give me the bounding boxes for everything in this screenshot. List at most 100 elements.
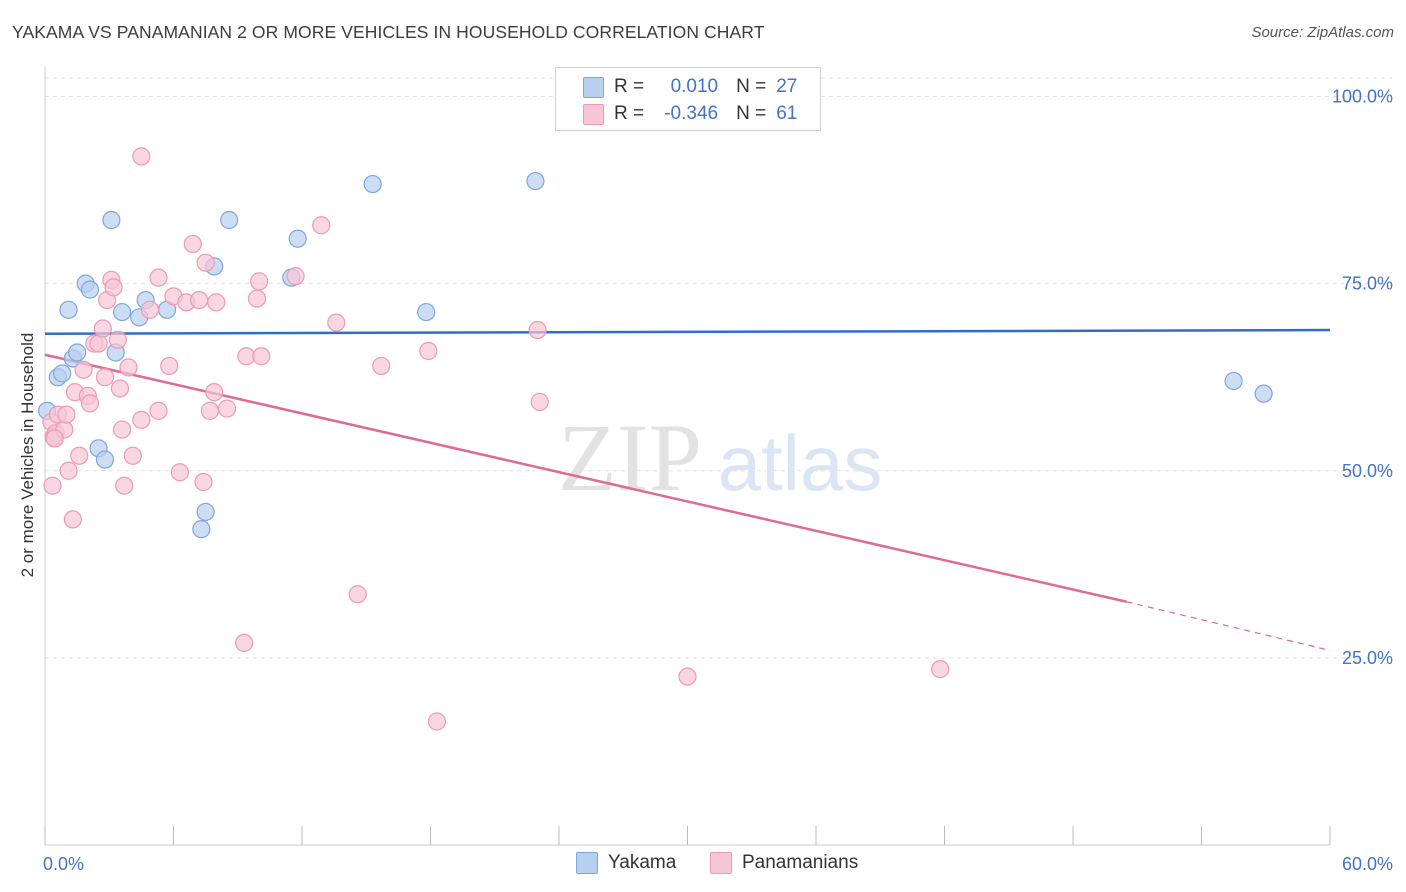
yakama-point <box>417 302 436 322</box>
panamanian-point <box>63 510 82 529</box>
panamanian-point <box>372 356 391 376</box>
panamanian-point <box>108 330 127 349</box>
bottom-legend-label-panamanians: Panamanians <box>742 852 859 873</box>
yakama-point <box>112 302 132 322</box>
legend-row-panamanians: R = -0.346 N = 61 <box>614 101 797 127</box>
panamanian-point <box>207 293 226 312</box>
panamanian-point <box>149 268 168 287</box>
yakama-point <box>196 502 215 522</box>
bottom-legend-yakama: Yakama <box>576 852 676 874</box>
panamanian-point <box>115 476 134 495</box>
chart-title: YAKAMA VS PANAMANIAN 2 OR MORE VEHICLES … <box>12 22 765 42</box>
legend-r-label: R = <box>614 103 645 124</box>
panamanian-point <box>250 272 269 291</box>
panamanian-point <box>194 472 213 492</box>
x-tick-label: 60.0% <box>1342 854 1393 874</box>
legend-n-value: 27 <box>776 76 798 97</box>
yakama-point <box>95 450 115 469</box>
watermark: ZIP atlas <box>558 404 882 511</box>
panamanian-point <box>149 401 168 420</box>
panamanian-point <box>678 667 697 686</box>
panamanian-point <box>205 383 224 402</box>
x-tick-label: 0.0% <box>43 854 84 874</box>
legend-n-value: 61 <box>776 103 798 124</box>
grid-lines <box>45 77 1392 659</box>
panamanian-point <box>119 358 138 377</box>
watermark-zip: ZIP <box>558 404 702 511</box>
legend-n-label: N = <box>736 103 767 124</box>
panamanian-point <box>419 341 438 361</box>
panamanian-trend-line <box>44 353 1127 603</box>
panamanian-point <box>252 347 271 366</box>
panamanian-point <box>217 399 237 418</box>
panamanian-point <box>528 320 547 340</box>
panamanian-point <box>235 633 254 653</box>
trend-lines <box>44 328 1331 651</box>
yakama-point <box>526 171 545 191</box>
bottom-legend-swatch-panamanians <box>710 852 732 874</box>
panamanian-point <box>427 712 447 731</box>
panamanian-point <box>160 356 179 376</box>
panamanian-point <box>132 410 151 429</box>
panamanian-point <box>183 234 202 254</box>
legend-r-value: -0.346 <box>664 103 719 124</box>
yakama-point <box>102 210 121 230</box>
legend-swatch-panamanians <box>583 104 604 125</box>
yakama-point <box>220 210 239 230</box>
panamanian-point <box>80 394 100 413</box>
panamanian-point <box>43 476 62 495</box>
correlation-legend: R = 0.010 N = 27 R = -0.346 N = 61 <box>555 67 821 131</box>
legend-swatch-yakama <box>583 77 604 98</box>
axes <box>44 67 1331 846</box>
y-tick-label: 25.0% <box>1342 648 1393 668</box>
legend-r-value: 0.010 <box>670 76 719 97</box>
y-tick-label: 50.0% <box>1342 461 1393 481</box>
tick-labels: 25.0% 50.0% 75.0% 100.0% 0.0% 60.0% <box>43 87 1393 875</box>
data-points <box>38 147 1273 731</box>
legend-r-label: R = <box>614 76 645 97</box>
panamanian-point <box>104 278 123 297</box>
panamanian-point <box>530 392 549 411</box>
yakama-point <box>288 229 307 248</box>
bottom-legend-panamanians: Panamanians <box>710 852 858 874</box>
panamanian-point <box>59 461 78 480</box>
panamanian-point <box>89 334 108 353</box>
panamanian-point <box>348 585 367 604</box>
panamanian-point <box>140 300 160 319</box>
panamanian-point <box>200 401 220 420</box>
panamanian-point <box>170 463 190 482</box>
panamanian-point <box>196 253 215 272</box>
panamanian-point <box>45 429 64 448</box>
bottom-legend-swatch-yakama <box>576 852 598 874</box>
panamanian-point <box>110 379 130 398</box>
watermark-atlas: atlas <box>718 419 883 507</box>
panamanian-point <box>57 405 76 424</box>
panamanian-point <box>95 368 115 387</box>
panamanian-point <box>286 267 305 286</box>
panamanian-point <box>74 360 93 379</box>
legend-n-label: N = <box>736 76 767 97</box>
panamanian-point <box>70 446 89 465</box>
panamanian-point <box>190 290 209 310</box>
panamanian-point <box>123 446 142 465</box>
yakama-point <box>80 280 100 299</box>
panamanian-point <box>931 660 950 679</box>
panamanian-trend-extension <box>1126 601 1331 651</box>
panamanian-point <box>312 216 331 235</box>
yakama-point <box>59 300 78 319</box>
yakama-point <box>68 343 87 362</box>
legend-row-yakama: R = 0.010 N = 27 <box>614 74 797 100</box>
panamanian-point <box>93 319 112 338</box>
yakama-point <box>192 520 211 539</box>
yakama-trend-line <box>44 328 1331 336</box>
source-label: Source: ZipAtlas.com <box>1251 24 1394 41</box>
yakama-point <box>1224 371 1243 391</box>
panamanian-point <box>132 147 151 166</box>
y-tick-label: 100.0% <box>1332 87 1393 107</box>
yakama-point <box>363 174 382 194</box>
bottom-legend-label-yakama: Yakama <box>608 852 677 873</box>
panamanian-point <box>247 289 267 308</box>
yakama-point <box>53 364 72 383</box>
y-tick-label: 75.0% <box>1342 274 1393 294</box>
